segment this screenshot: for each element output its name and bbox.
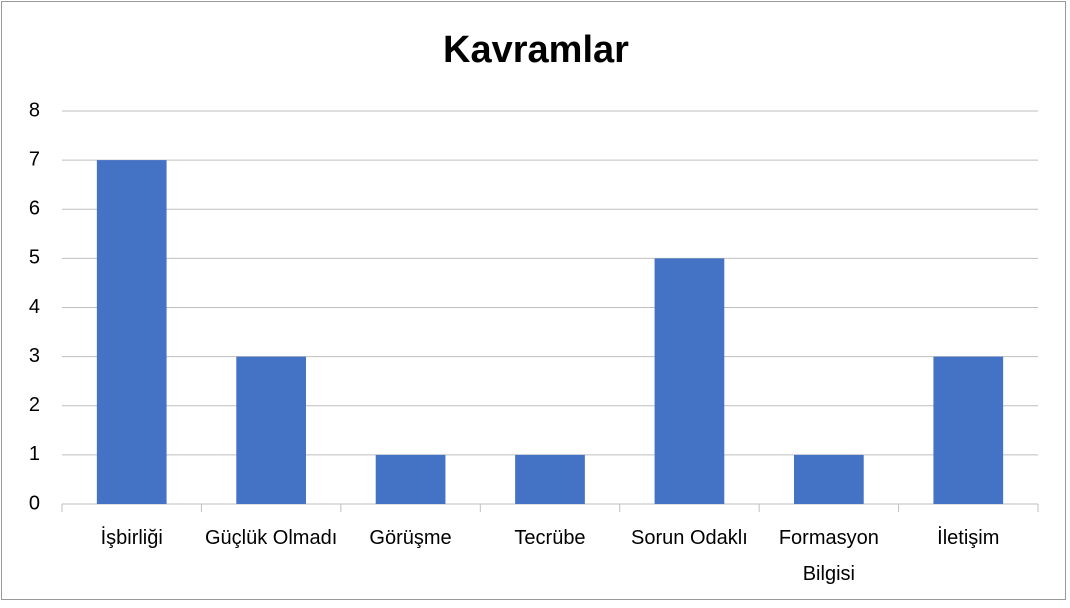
bar [515, 454, 585, 504]
chart-title: Kavramlar [443, 29, 629, 71]
bar [236, 356, 306, 504]
bar [96, 160, 167, 504]
y-tick-label: 6 [29, 198, 40, 220]
y-tick-label: 1 [29, 443, 40, 465]
y-tick-label: 2 [29, 394, 40, 416]
x-tick-label: İşbirliği [100, 527, 163, 549]
y-tick-label: 7 [29, 148, 40, 170]
bar [375, 454, 446, 504]
bar [794, 454, 864, 504]
y-tick-label: 0 [29, 492, 40, 514]
x-tick-label: Tecrübe [514, 527, 586, 549]
bar [933, 356, 1004, 504]
y-tick-label: 8 [29, 99, 40, 121]
x-tick-label: Güçlük Olmadı [205, 527, 338, 549]
y-tick-label: 5 [29, 247, 40, 269]
y-tick-label: 3 [29, 345, 40, 367]
y-tick-label: 4 [29, 296, 40, 318]
x-tick-label: İletişim [937, 527, 1000, 549]
x-tick-label: Sorun Odaklı [631, 527, 748, 549]
x-tick-label: Görüşme [369, 527, 452, 549]
bar [654, 258, 725, 504]
x-tick-label: Formasyon Bilgisi [778, 527, 879, 585]
